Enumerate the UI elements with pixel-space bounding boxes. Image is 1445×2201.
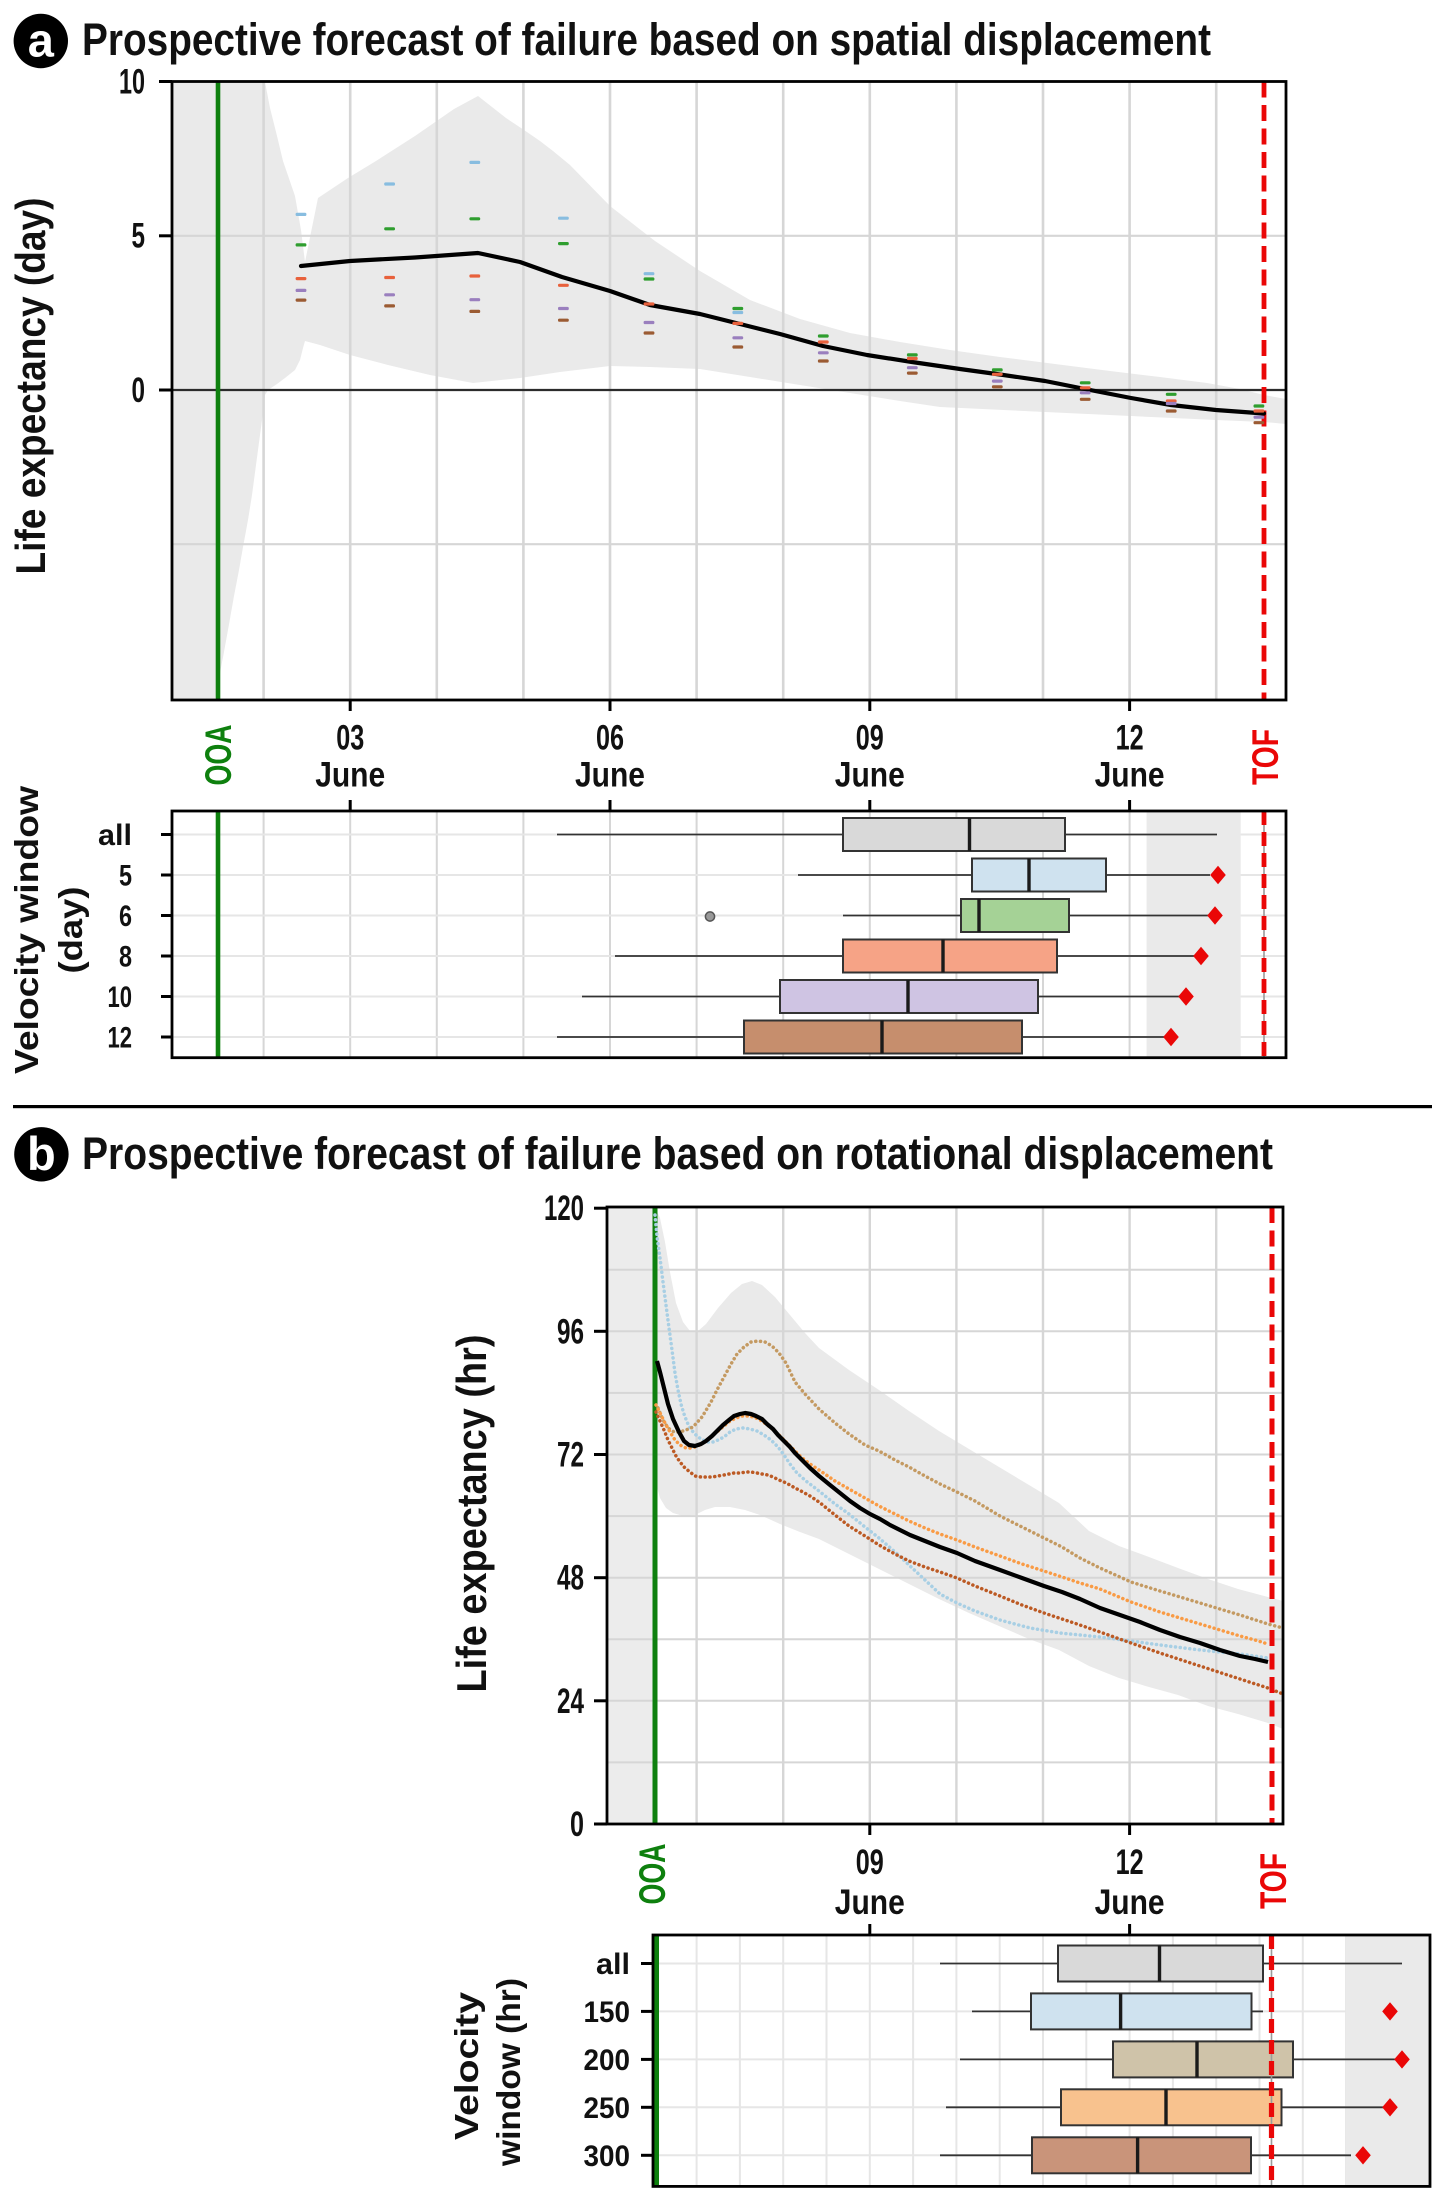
svg-text:5: 5 <box>119 860 132 893</box>
svg-text:Prospective forecast of failur: Prospective forecast of failure based on… <box>82 1128 1273 1179</box>
svg-text:window (hr): window (hr) <box>490 1978 527 2167</box>
svg-text:120: 120 <box>544 1189 584 1228</box>
svg-text:June: June <box>1095 1883 1165 1922</box>
svg-text:200: 200 <box>584 2044 631 2077</box>
svg-text:09: 09 <box>856 1843 884 1882</box>
svg-text:150: 150 <box>584 1996 631 2029</box>
svg-text:Velocity: Velocity <box>448 1991 485 2140</box>
svg-text:b: b <box>27 1127 56 1180</box>
svg-text:TOF: TOF <box>1245 729 1286 785</box>
svg-text:6: 6 <box>119 900 132 933</box>
svg-text:24: 24 <box>557 1682 584 1721</box>
svg-text:Prospective forecast of failur: Prospective forecast of failure based on… <box>82 14 1211 65</box>
svg-text:June: June <box>835 1883 905 1922</box>
svg-text:03: 03 <box>336 719 364 758</box>
svg-text:12: 12 <box>1116 1843 1144 1882</box>
svg-text:all: all <box>98 819 132 852</box>
svg-text:June: June <box>315 756 385 795</box>
svg-text:10: 10 <box>119 62 145 101</box>
svg-text:0: 0 <box>132 371 146 410</box>
svg-text:TOF: TOF <box>1253 1853 1294 1909</box>
svg-text:Life expectancy (hr): Life expectancy (hr) <box>448 1335 495 1693</box>
svg-text:12: 12 <box>108 1022 133 1055</box>
svg-text:8: 8 <box>119 941 132 974</box>
svg-text:12: 12 <box>1116 719 1144 758</box>
svg-text:Life expectancy (day): Life expectancy (day) <box>7 198 54 575</box>
svg-text:0: 0 <box>570 1805 584 1844</box>
svg-text:10: 10 <box>108 981 133 1014</box>
svg-text:96: 96 <box>557 1312 584 1351</box>
svg-text:(day): (day) <box>52 887 89 974</box>
svg-text:5: 5 <box>132 217 146 256</box>
svg-text:Velocity window: Velocity window <box>8 786 45 1074</box>
svg-text:09: 09 <box>856 719 884 758</box>
svg-text:72: 72 <box>557 1435 584 1474</box>
svg-text:250: 250 <box>584 2092 631 2125</box>
svg-text:OOA: OOA <box>632 1844 673 1905</box>
svg-text:June: June <box>1095 756 1165 795</box>
svg-text:June: June <box>575 756 645 795</box>
svg-text:48: 48 <box>557 1559 584 1598</box>
svg-text:OOA: OOA <box>198 725 239 786</box>
svg-text:a: a <box>28 14 55 67</box>
svg-text:all: all <box>596 1948 630 1981</box>
svg-text:06: 06 <box>596 719 624 758</box>
svg-text:June: June <box>835 756 905 795</box>
svg-text:300: 300 <box>584 2140 631 2173</box>
